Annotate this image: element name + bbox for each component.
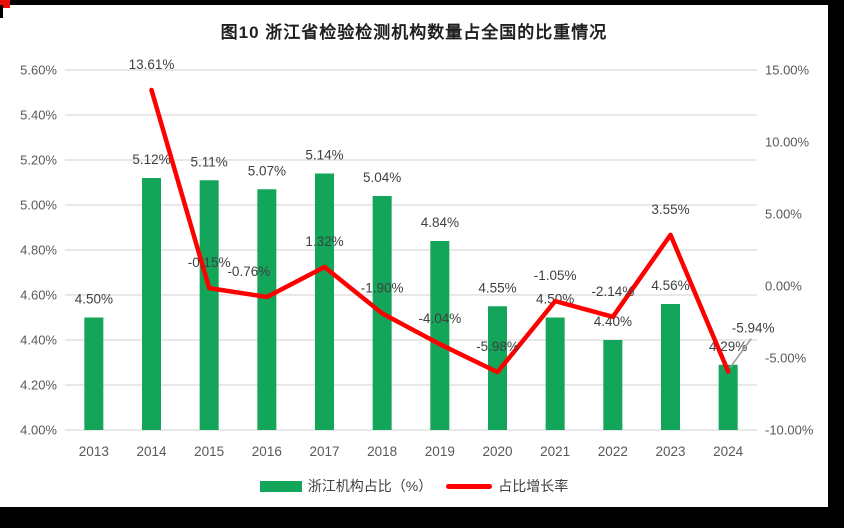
bar-value-label: 5.14% — [305, 148, 343, 163]
y-axis-left-tick-label: 4.60% — [20, 288, 57, 303]
line-value-label: -1.05% — [534, 268, 577, 283]
legend-item-bar-series: 浙江机构占比（%） — [259, 476, 433, 496]
legend-label: 浙江机构占比（%） — [307, 478, 433, 494]
line-series-swatch — [446, 483, 493, 489]
x-axis-tick-label: 2015 — [194, 444, 224, 459]
line-value-label: 1.32% — [305, 234, 343, 249]
y-axis-left-tick-label: 4.40% — [20, 333, 57, 348]
y-axis-right-tick-label: 15.00% — [765, 63, 810, 78]
line-value-label: -2.14% — [591, 284, 634, 299]
bar-value-label: 5.11% — [191, 154, 228, 169]
line-value-label: -0.76% — [227, 264, 270, 279]
bar — [545, 317, 565, 430]
x-axis-tick-label: 2020 — [482, 444, 512, 459]
bar-value-label: 5.04% — [363, 170, 401, 185]
bar — [488, 306, 507, 430]
bar-series-swatch — [259, 480, 302, 492]
y-axis-left-tick-label: 4.20% — [20, 378, 57, 393]
line-value-label: -5.98% — [476, 339, 519, 354]
x-axis-tick-label: 2023 — [655, 444, 685, 459]
y-axis-left-tick-label: 4.00% — [20, 423, 57, 438]
x-axis-tick-label: 2019 — [425, 444, 455, 459]
y-axis-left-tick-label: 5.60% — [20, 63, 57, 78]
chart-legend: 浙江机构占比（%） 占比增长率 — [0, 476, 828, 496]
legend-item-line-series: 占比增长率 — [446, 476, 568, 496]
frame-edge-sliver — [0, 5, 3, 18]
x-axis-tick-label: 2017 — [309, 444, 339, 459]
bar-value-label: 4.84% — [421, 215, 459, 230]
line-value-label: -5.94% — [732, 321, 775, 336]
y-axis-left-tick-label: 4.80% — [20, 243, 57, 258]
bar — [603, 340, 623, 430]
x-axis-tick-label: 2016 — [252, 444, 282, 459]
line-value-label: 3.55% — [651, 202, 689, 217]
x-axis-tick-label: 2022 — [598, 444, 628, 459]
y-axis-left-tick-label: 5.20% — [20, 153, 57, 168]
label-leader-line — [729, 338, 752, 369]
bar-value-label: 5.12% — [132, 152, 170, 167]
combo-chart: 5.60% 5.40% 5.20% 5.00% 4.80% 4.60% 4.40% 4.20%… — [20, 57, 814, 459]
bar — [430, 241, 450, 430]
y-axis-right-tick-label: 10.00% — [765, 135, 810, 150]
legend-label: 占比增长率 — [498, 478, 569, 494]
bar — [315, 173, 334, 430]
y-axis-left-tick-label: 5.40% — [20, 108, 57, 123]
line-value-label: -4.04% — [418, 311, 461, 326]
x-axis-tick-label: 2018 — [367, 444, 397, 459]
y-axis-right-tick-label: -5.00% — [765, 351, 807, 366]
bar-value-label: 5.07% — [248, 163, 286, 178]
bar — [84, 317, 104, 430]
x-axis-tick-label: 2014 — [136, 444, 167, 459]
line-value-label: -0.15% — [188, 255, 231, 270]
y-axis-right-tick-label: 5.00% — [765, 207, 802, 222]
bar — [142, 178, 161, 430]
line-value-label: 13.61% — [129, 57, 175, 72]
y-axis-right-tick-label: -10.00% — [765, 423, 814, 438]
chart-canvas: 图10 浙江省检验检测机构数量占全国的比重情况 5.60% 5.40% 5.20% 5… — [0, 5, 828, 507]
x-axis-tick-label: 2021 — [540, 444, 570, 459]
chart-title: 图10 浙江省检验检测机构数量占全国的比重情况 — [220, 23, 608, 42]
bar — [199, 180, 219, 430]
x-axis-tick-label: 2013 — [79, 444, 109, 459]
bar-value-label: 4.56% — [651, 278, 689, 293]
y-axis-left-tick-label: 5.00% — [20, 198, 57, 213]
line-value-label: -1.90% — [361, 280, 404, 295]
bar — [661, 304, 680, 430]
bar-value-label: 4.50% — [75, 292, 113, 307]
x-axis-tick-label: 2024 — [713, 444, 744, 459]
bar-value-label: 4.40% — [594, 314, 632, 329]
y-axis-right-tick-label: 0.00% — [765, 279, 802, 294]
growth-line — [149, 87, 731, 375]
bar — [718, 364, 738, 430]
corner-mark — [0, 0, 10, 8]
bar — [257, 189, 277, 430]
bar-value-label: 4.55% — [478, 280, 516, 295]
